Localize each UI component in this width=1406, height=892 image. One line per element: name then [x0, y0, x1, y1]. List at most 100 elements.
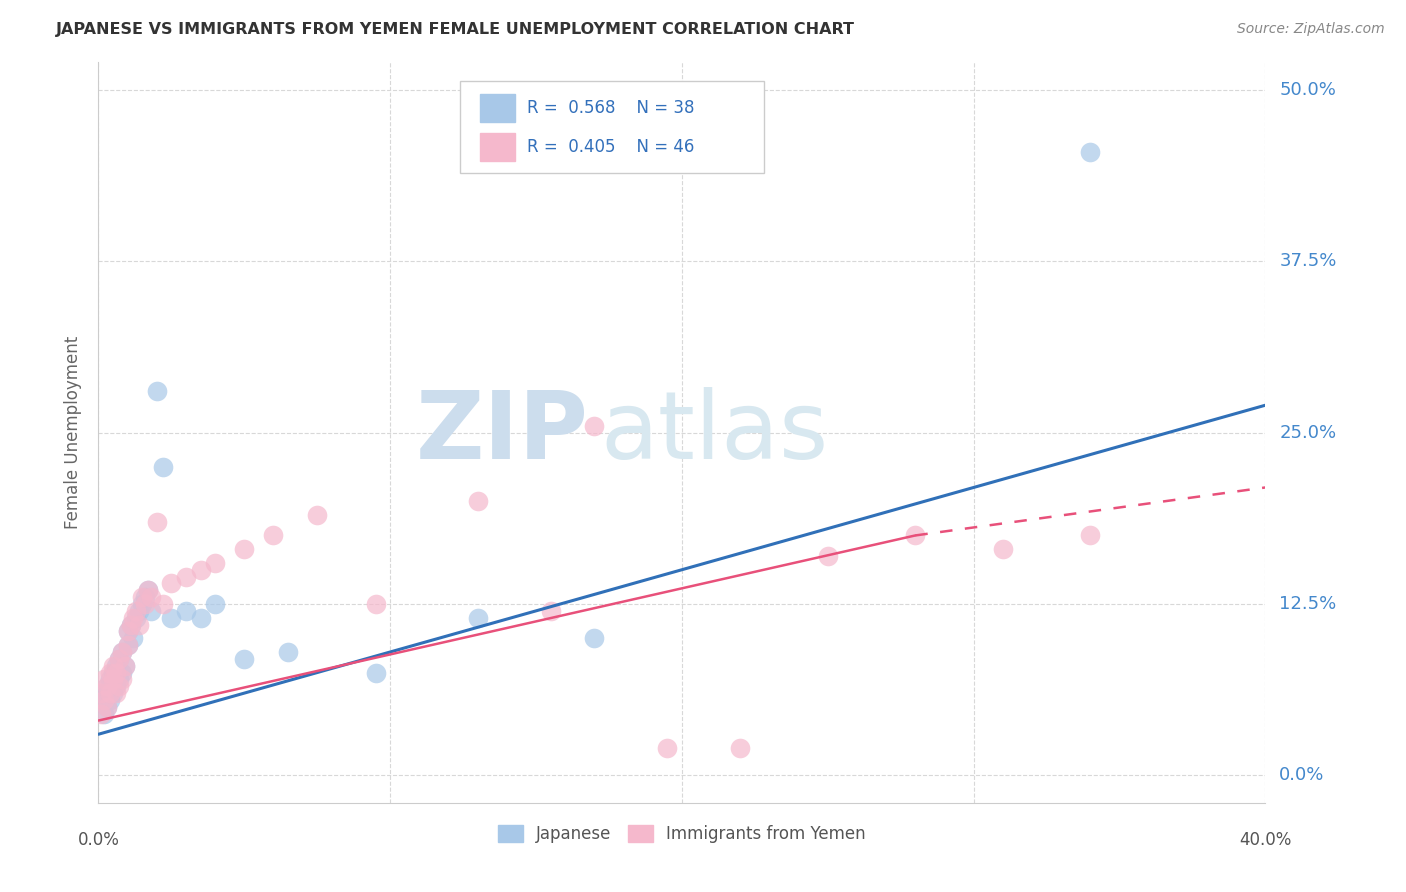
Point	[104, 658, 127, 673]
Point	[90, 693, 112, 707]
Point	[146, 515, 169, 529]
Point	[93, 693, 115, 707]
Text: 50.0%: 50.0%	[1279, 81, 1336, 99]
Point	[117, 624, 139, 639]
Point	[122, 610, 145, 624]
Point	[108, 679, 131, 693]
Point	[117, 624, 139, 639]
Point	[160, 610, 183, 624]
Point	[114, 658, 136, 673]
Point	[657, 741, 679, 756]
Point	[190, 563, 212, 577]
Point	[93, 673, 115, 687]
Point	[125, 604, 148, 618]
Point	[204, 597, 226, 611]
Point	[98, 665, 121, 680]
Bar	[479, 94, 515, 121]
Point	[98, 673, 121, 687]
Point	[134, 597, 156, 611]
Point	[136, 583, 159, 598]
Point	[174, 604, 197, 618]
Point	[128, 604, 150, 618]
Point	[114, 658, 136, 673]
Point	[1080, 145, 1102, 159]
Point	[583, 632, 606, 646]
Point	[190, 610, 212, 624]
Point	[174, 569, 197, 583]
Text: 40.0%: 40.0%	[1239, 830, 1292, 848]
Point	[125, 610, 148, 624]
Text: R =  0.568    N = 38: R = 0.568 N = 38	[527, 99, 695, 117]
Point	[93, 686, 115, 700]
Y-axis label: Female Unemployment: Female Unemployment	[65, 336, 83, 529]
Text: 0.0%: 0.0%	[1279, 766, 1324, 784]
Point	[583, 418, 606, 433]
Point	[96, 699, 118, 714]
Point	[139, 604, 162, 618]
Point	[101, 686, 124, 700]
Text: ZIP: ZIP	[416, 386, 589, 479]
Point	[262, 528, 284, 542]
Point	[364, 665, 387, 680]
Point	[467, 494, 489, 508]
Point	[233, 652, 256, 666]
Point	[146, 384, 169, 399]
Point	[467, 610, 489, 624]
Point	[108, 652, 131, 666]
Point	[108, 673, 131, 687]
Point	[817, 549, 839, 563]
Point	[1080, 528, 1102, 542]
Point	[111, 665, 134, 680]
Legend: Japanese, Immigrants from Yemen: Japanese, Immigrants from Yemen	[491, 819, 873, 850]
Point	[128, 617, 150, 632]
FancyBboxPatch shape	[460, 81, 763, 173]
Point	[90, 686, 112, 700]
Point	[96, 679, 118, 693]
Point	[104, 665, 127, 680]
Point	[93, 706, 115, 721]
Point	[111, 645, 134, 659]
Point	[152, 459, 174, 474]
Point	[101, 673, 124, 687]
Point	[104, 679, 127, 693]
Point	[204, 556, 226, 570]
Text: Source: ZipAtlas.com: Source: ZipAtlas.com	[1237, 22, 1385, 37]
Point	[101, 658, 124, 673]
Bar	[479, 133, 515, 161]
Text: atlas: atlas	[600, 386, 828, 479]
Point	[152, 597, 174, 611]
Point	[131, 590, 153, 604]
Point	[117, 638, 139, 652]
Point	[136, 583, 159, 598]
Point	[540, 604, 562, 618]
Point	[134, 590, 156, 604]
Point	[120, 617, 142, 632]
Text: 37.5%: 37.5%	[1279, 252, 1337, 270]
Point	[111, 673, 134, 687]
Point	[307, 508, 329, 522]
Point	[98, 693, 121, 707]
Point	[111, 645, 134, 659]
Point	[101, 665, 124, 680]
Point	[117, 638, 139, 652]
Point	[98, 686, 121, 700]
Point	[904, 528, 927, 542]
Text: 25.0%: 25.0%	[1279, 424, 1337, 442]
Point	[96, 699, 118, 714]
Point	[364, 597, 387, 611]
Text: 12.5%: 12.5%	[1279, 595, 1337, 613]
Point	[120, 617, 142, 632]
Text: R =  0.405    N = 46: R = 0.405 N = 46	[527, 138, 695, 156]
Point	[90, 706, 112, 721]
Text: 0.0%: 0.0%	[77, 830, 120, 848]
Point	[139, 590, 162, 604]
Point	[277, 645, 299, 659]
Point	[104, 686, 127, 700]
Point	[730, 741, 752, 756]
Point	[991, 542, 1014, 557]
Point	[108, 652, 131, 666]
Point	[131, 597, 153, 611]
Point	[96, 679, 118, 693]
Point	[233, 542, 256, 557]
Point	[160, 576, 183, 591]
